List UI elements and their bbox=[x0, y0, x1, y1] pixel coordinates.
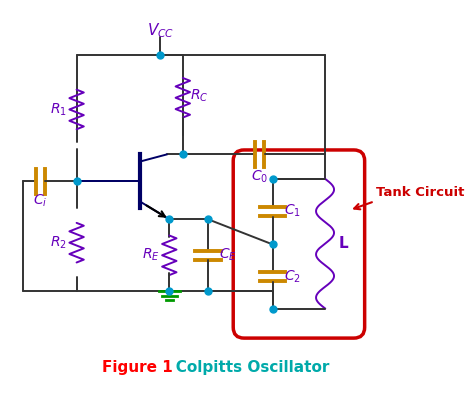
Text: $C_E$: $C_E$ bbox=[219, 247, 237, 263]
Text: $V_{CC}$: $V_{CC}$ bbox=[146, 21, 174, 40]
Text: $C_1$: $C_1$ bbox=[284, 203, 301, 219]
Text: $C_i$: $C_i$ bbox=[33, 193, 48, 209]
Text: Tank Circuit: Tank Circuit bbox=[376, 186, 465, 199]
Text: Figure 1: Figure 1 bbox=[102, 360, 173, 375]
Text: $R_2$: $R_2$ bbox=[50, 234, 67, 251]
Text: $C_0$: $C_0$ bbox=[251, 169, 268, 185]
Text: $R_E$: $R_E$ bbox=[142, 247, 160, 263]
Text: Colpitts Oscillator: Colpitts Oscillator bbox=[160, 360, 330, 375]
Text: $R_1$: $R_1$ bbox=[50, 101, 67, 118]
Text: $C_2$: $C_2$ bbox=[284, 269, 301, 285]
Text: $R_C$: $R_C$ bbox=[190, 88, 208, 104]
Text: L: L bbox=[338, 236, 348, 251]
